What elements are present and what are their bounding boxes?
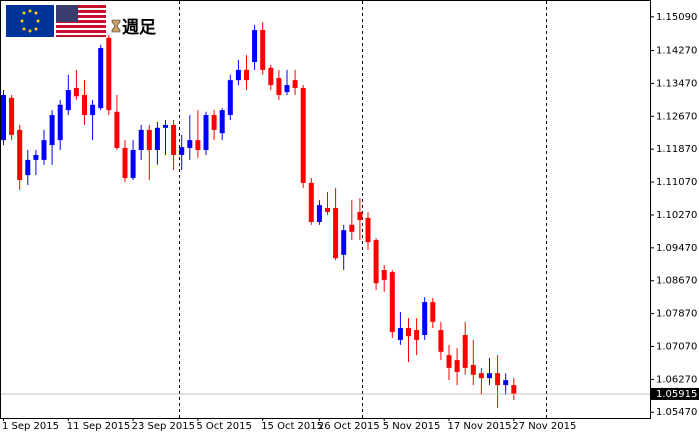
candle-body (397, 327, 403, 340)
candle-body (349, 224, 355, 232)
candle-body (470, 364, 476, 375)
x-tick-label: 1 Sep 2015 (2, 421, 59, 432)
candle-body (373, 240, 379, 284)
candle-body (154, 127, 160, 151)
y-tick-label: 1.13470 (656, 78, 697, 89)
candle-body (268, 67, 274, 86)
y-tick-label: 1.09470 (656, 243, 697, 254)
x-tick-label: 11 Sep 2015 (67, 421, 130, 432)
candle-body (357, 212, 363, 220)
x-tick-label: 5 Oct 2015 (196, 421, 251, 432)
candle-body (316, 205, 322, 222)
y-tick-label: 1.11070 (656, 177, 697, 188)
us-stripes (56, 5, 106, 37)
candle-body (179, 147, 185, 155)
candle-body (487, 373, 492, 379)
x-tick-label: 27 Nov 2015 (512, 421, 576, 432)
eu-stars (20, 9, 40, 33)
candle-body (284, 85, 290, 93)
current-price-label: 1.05915 (656, 389, 697, 400)
candle-body (292, 80, 298, 88)
hourglass-icon (111, 19, 121, 33)
candle-body (195, 140, 201, 151)
candle-body (211, 115, 217, 130)
candle-body (90, 104, 96, 116)
candle-body (235, 69, 241, 81)
candle-body (187, 140, 193, 148)
x-tick-label: 17 Nov 2015 (448, 421, 512, 432)
y-tick-label: 1.06270 (656, 374, 697, 385)
y-tick-label: 1.15090 (656, 12, 697, 23)
candle-body (17, 129, 23, 181)
candle-body (511, 385, 517, 394)
candle-body (414, 330, 420, 340)
candle-body (122, 147, 128, 178)
candle-body (25, 159, 31, 176)
candle-body (430, 302, 436, 322)
x-tick-label: 5 Nov 2015 (383, 421, 441, 432)
candle-body (260, 30, 266, 70)
candle-body (9, 97, 15, 135)
y-tick-label: 1.07070 (656, 341, 697, 352)
candle-body (308, 182, 314, 222)
candle-body (365, 217, 371, 243)
candle-body (462, 334, 468, 368)
y-tick-label: 1.05470 (656, 407, 697, 418)
candle-body (138, 129, 144, 151)
current-price-box (651, 387, 699, 400)
x-tick-label: 26 Oct 2015 (318, 421, 380, 432)
candle-body (503, 380, 509, 386)
candle-body (33, 154, 39, 160)
candle-body (381, 270, 387, 280)
candle-body (146, 129, 152, 151)
candle-body (446, 355, 452, 368)
candle-body (495, 373, 501, 386)
candle-body (325, 207, 330, 213)
y-tick-label: 1.07870 (656, 309, 697, 320)
candle-body (406, 327, 411, 337)
candle-body (227, 80, 233, 116)
candle-body (41, 140, 47, 160)
candle-body (73, 87, 79, 97)
candle-body (422, 302, 428, 335)
x-tick-label: 23 Sep 2015 (132, 421, 195, 432)
candle-body (244, 69, 249, 81)
x-tick-label: 15 Oct 2015 (261, 421, 323, 432)
candle-body (389, 272, 395, 333)
us-canton (56, 5, 78, 22)
candle-body (65, 90, 71, 111)
candle-body (300, 87, 306, 183)
candle-body (106, 37, 112, 111)
candle-body (252, 30, 258, 63)
symbol-badge: 週足 (6, 5, 156, 38)
y-tick-label: 1.10270 (656, 210, 697, 221)
candle-body (438, 330, 444, 352)
candle-body (1, 94, 6, 141)
candle-body (219, 110, 225, 134)
candle-body (171, 124, 177, 155)
y-tick-label: 1.11870 (656, 144, 697, 155)
candle-body (114, 111, 120, 148)
candle-body (341, 230, 347, 255)
y-tick-label: 1.14270 (656, 46, 697, 57)
candle-body (276, 78, 282, 95)
candle-body (49, 115, 55, 146)
chart-title: 週足 (122, 18, 156, 38)
candle-body (82, 94, 87, 116)
y-tick-label: 1.08670 (656, 276, 697, 287)
candle-body (478, 373, 484, 379)
candle-body (333, 207, 339, 259)
y-tick-label: 1.12670 (656, 111, 697, 122)
candle-body (57, 104, 63, 141)
candle-body (130, 150, 136, 178)
candle-body (203, 115, 209, 151)
candle-body (454, 360, 460, 372)
candle-body (98, 48, 104, 109)
candle-body (163, 124, 168, 128)
